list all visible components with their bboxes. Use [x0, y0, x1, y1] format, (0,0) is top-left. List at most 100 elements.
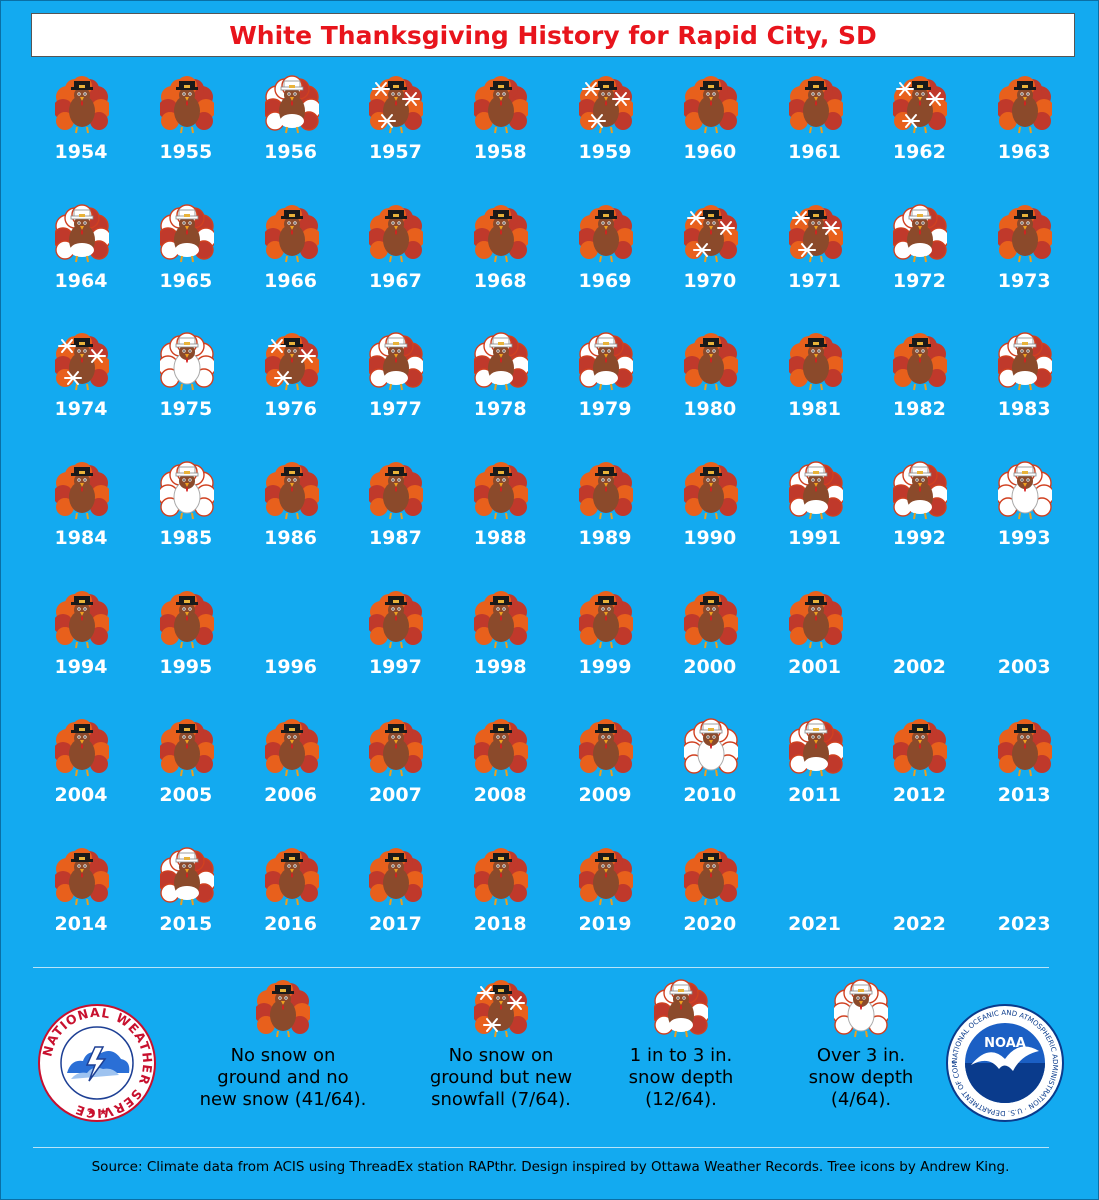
turkey-icon	[683, 76, 738, 134]
year-label: 2021	[788, 913, 842, 936]
turkey-icon	[998, 76, 1053, 134]
year-cell: 1995	[134, 586, 239, 715]
year-label: 2011	[788, 784, 842, 807]
turkey-icon	[683, 848, 738, 906]
year-cell: 1997	[343, 586, 448, 715]
year-cell: 2003	[972, 586, 1077, 715]
year-cell: 2010	[658, 714, 763, 843]
year-cell: 2008	[448, 714, 553, 843]
turkey-snowflake-icon	[893, 76, 948, 134]
turkey-icon	[788, 461, 843, 520]
year-label: 2020	[683, 913, 737, 936]
year-cell: 1971	[763, 200, 868, 329]
year-cell: 1984	[29, 457, 134, 586]
year-label: 1983	[997, 398, 1051, 421]
year-cell: 1977	[343, 328, 448, 457]
nws-logo: NATIONAL WEATHER SERVICE ★ ★	[38, 1004, 156, 1122]
year-label: 2010	[683, 784, 737, 807]
turkey-icon	[578, 719, 633, 777]
year-cell: 2022	[867, 843, 972, 972]
year-cell: 2019	[553, 843, 658, 972]
year-cell: 1990	[658, 457, 763, 586]
legend-line: No snow on	[448, 1045, 554, 1066]
year-cell: 1958	[448, 71, 553, 200]
year-cell: 1991	[763, 457, 868, 586]
noaa-logo: NATIONAL OCEANIC AND ATMOSPHERIC ADMINIS…	[945, 1003, 1064, 1122]
legend-line: (12/64).	[645, 1089, 717, 1110]
year-label: 1996	[264, 655, 318, 678]
title-box: White Thanksgiving History for Rapid Cit…	[31, 13, 1075, 57]
year-cell: 1985	[134, 457, 239, 586]
year-cell: 1956	[239, 71, 344, 200]
turkey-icon	[683, 333, 738, 391]
year-label: 1965	[159, 269, 213, 292]
turkey-icon	[55, 719, 109, 777]
year-cell: 1987	[343, 457, 448, 586]
turkey-snowflake-icon	[578, 76, 633, 134]
year-cell: 1963	[972, 71, 1077, 200]
year-cell: 1993	[972, 457, 1077, 586]
year-cell: 1973	[972, 200, 1077, 329]
year-label: 1970	[683, 269, 737, 292]
year-label: 2009	[578, 784, 632, 807]
year-label: 2016	[264, 913, 318, 936]
year-label: 1962	[892, 141, 946, 163]
year-label: 1977	[368, 398, 422, 421]
legend-line: Over 3 in.	[816, 1045, 906, 1066]
year-label: 1991	[788, 527, 842, 550]
year-cell: 1978	[448, 328, 553, 457]
year-label: 1984	[54, 527, 108, 550]
year-label: 2000	[683, 655, 737, 678]
year-label: 1961	[788, 141, 842, 163]
year-cell: 2005	[134, 714, 239, 843]
year-label: 1954	[54, 141, 108, 163]
year-label: 1955	[159, 141, 213, 163]
year-cell: 1967	[343, 200, 448, 329]
year-label: 1979	[578, 398, 632, 421]
year-label: 1999	[578, 655, 632, 678]
turkey-icon	[264, 719, 319, 777]
year-cell: 1981	[763, 328, 868, 457]
turkey-icon	[369, 590, 424, 648]
year-label: 1980	[683, 398, 737, 421]
legend-line: new snow (41/64).	[199, 1089, 367, 1110]
turkey-icon	[159, 203, 214, 262]
year-label: 2001	[788, 655, 842, 678]
legend-text: No snow on ground but new snowfall (7/64).	[401, 1045, 601, 1111]
year-cell: 1982	[867, 328, 972, 457]
turkey-icon	[159, 332, 214, 391]
year-cell: 1957	[343, 71, 448, 200]
year-cell: 2013	[972, 714, 1077, 843]
year-cell: 2017	[343, 843, 448, 972]
year-label: 1998	[473, 655, 527, 678]
year-label: 1989	[578, 527, 632, 550]
turkey-icon	[474, 204, 529, 262]
year-cell: 1965	[134, 200, 239, 329]
year-cell: 2012	[867, 714, 972, 843]
year-cell: 2006	[239, 714, 344, 843]
legend-item-depth1to3: 1 in to 3 in. snow depth (12/64).	[601, 979, 761, 1111]
legend-line: 1 in to 3 in.	[629, 1045, 733, 1066]
year-label: 1957	[368, 141, 422, 163]
year-label: 1958	[473, 141, 527, 163]
year-label: 1993	[997, 527, 1051, 550]
year-label: 2022	[892, 913, 946, 936]
year-cell: 1954	[29, 71, 134, 200]
legend-text: 1 in to 3 in. snow depth (12/64).	[601, 1045, 761, 1111]
year-cell: 1959	[553, 71, 658, 200]
year-cell: 1968	[448, 200, 553, 329]
turkey-snowflake-icon	[369, 76, 424, 134]
legend-item-over3: Over 3 in. snow depth (4/64).	[781, 979, 941, 1111]
turkey-icon	[474, 462, 529, 520]
year-cell: 1980	[658, 328, 763, 457]
turkey-icon	[369, 848, 424, 906]
year-label: 1981	[788, 398, 842, 421]
turkey-icon	[55, 590, 109, 648]
legend-item-none: No snow on ground and no new snow (41/64).	[183, 979, 383, 1111]
turkey-icon	[264, 462, 319, 520]
year-label: 1987	[368, 527, 422, 550]
year-cell: 1964	[29, 200, 134, 329]
turkey-icon	[264, 848, 319, 906]
year-label: 2002	[892, 655, 946, 678]
